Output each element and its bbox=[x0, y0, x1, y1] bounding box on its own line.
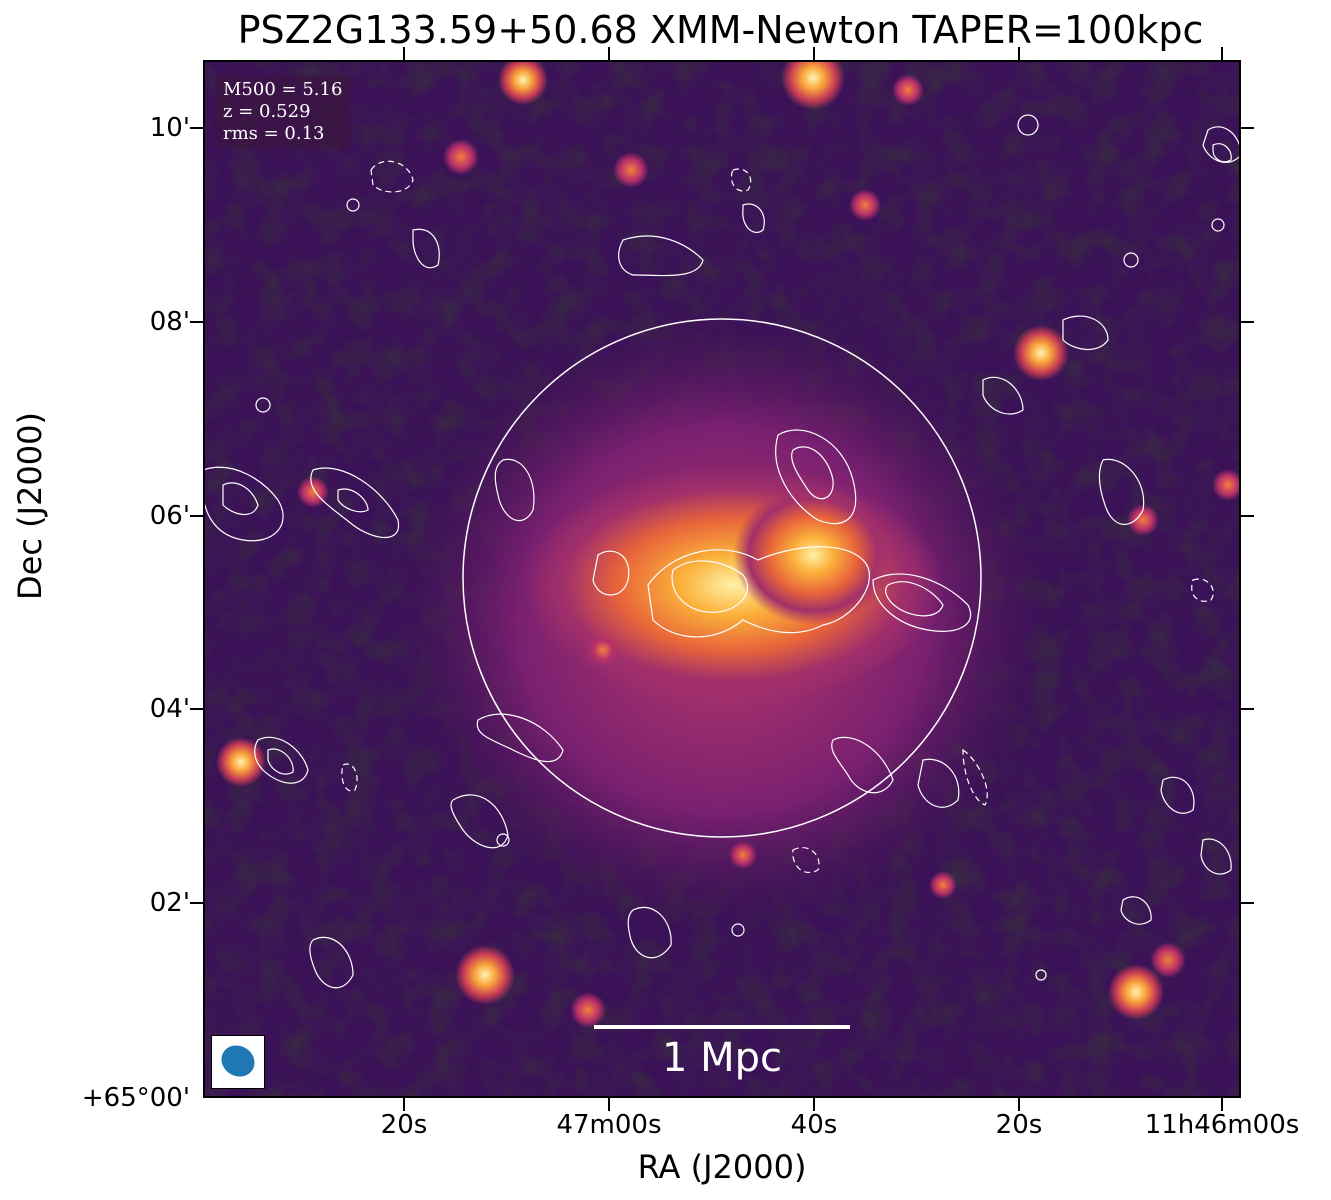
xray-map bbox=[203, 60, 1241, 1098]
y-tick-label: +65°00' bbox=[81, 1083, 190, 1113]
beam-box bbox=[211, 1035, 265, 1089]
radio-contours bbox=[203, 114, 1241, 989]
x-axis-label: RA (J2000) bbox=[637, 1148, 807, 1186]
x-tick-label: 47m00s bbox=[556, 1110, 662, 1140]
x-tick-label: 20s bbox=[995, 1110, 1043, 1140]
rms-label: rms = 0.13 bbox=[223, 123, 325, 144]
scale-bar-label: 1 Mpc bbox=[661, 1035, 783, 1081]
info-box: M500 = 5.16 z = 0.529 rms = 0.13 bbox=[215, 75, 351, 149]
y-tick-label: 10' bbox=[149, 113, 190, 143]
r500-circle bbox=[462, 318, 982, 838]
point-source bbox=[781, 60, 845, 110]
x-tick-label: 11h46m00s bbox=[1144, 1110, 1300, 1140]
y-tick-label: 06' bbox=[149, 501, 190, 531]
y-axis-label: Dec (J2000) bbox=[11, 412, 49, 600]
point-source bbox=[1013, 325, 1069, 381]
y-tick-label: 04' bbox=[149, 694, 190, 724]
point-source bbox=[216, 737, 266, 787]
beam-ellipse-icon bbox=[215, 1039, 261, 1083]
redshift-label: z = 0.529 bbox=[223, 101, 311, 122]
scale-bar bbox=[594, 1025, 850, 1029]
x-tick-label: 20s bbox=[380, 1110, 428, 1140]
xray-image-panel bbox=[203, 60, 1241, 1098]
y-tick-label: 08' bbox=[149, 307, 190, 337]
y-tick-label: 02' bbox=[149, 888, 190, 918]
point-source bbox=[455, 945, 515, 1005]
point-source bbox=[498, 60, 548, 105]
point-source bbox=[1108, 964, 1164, 1020]
figure-title: PSZ2G133.59+50.68 XMM-Newton TAPER=100kp… bbox=[237, 8, 1204, 52]
m500-label: M500 = 5.16 bbox=[223, 79, 343, 100]
x-tick-label: 40s bbox=[790, 1110, 838, 1140]
